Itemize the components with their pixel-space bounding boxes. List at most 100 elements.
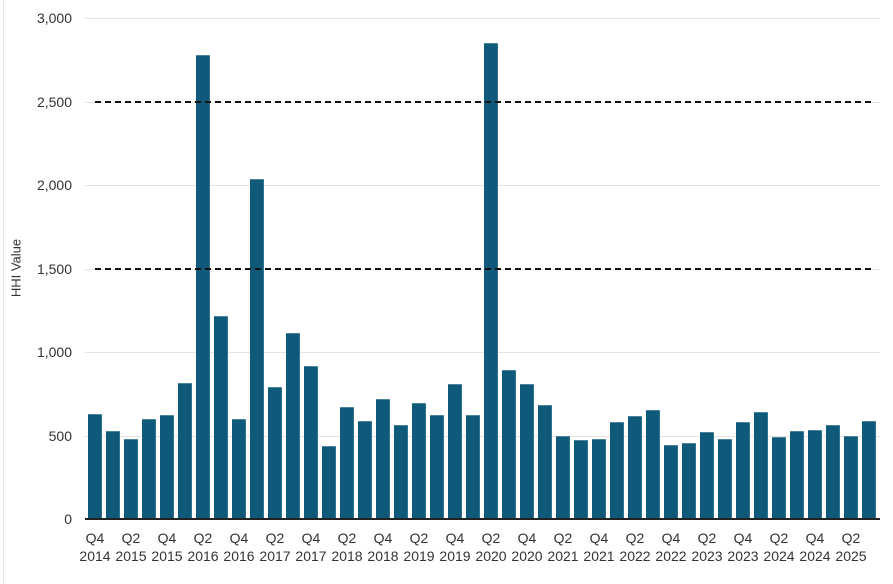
bar[interactable] [646, 410, 660, 519]
bar[interactable] [196, 54, 210, 519]
x-tick-quarter: Q2 [769, 530, 789, 546]
x-tick-label: Q4 2020 [507, 529, 547, 565]
x-tick-label: Q2 2024 [759, 529, 799, 565]
bar[interactable] [178, 382, 192, 519]
y-tick-label: 1,000 [36, 344, 72, 360]
gridline [85, 18, 880, 19]
x-tick-label: Q4 2015 [147, 529, 187, 565]
x-tick-label: Q2 2020 [471, 529, 511, 565]
x-tick-year: 2018 [331, 548, 363, 564]
bar[interactable] [574, 440, 588, 519]
x-tick-year: 2021 [547, 548, 579, 564]
x-tick-year: 2024 [799, 548, 831, 564]
bar[interactable] [124, 439, 138, 519]
x-tick-label: Q4 2024 [795, 529, 835, 565]
x-tick-quarter: Q4 [661, 530, 681, 546]
bar[interactable] [520, 383, 534, 519]
bar[interactable] [592, 438, 606, 519]
bar[interactable] [304, 365, 318, 519]
x-tick-year: 2015 [151, 548, 183, 564]
bar[interactable] [502, 369, 516, 519]
bar[interactable] [214, 316, 228, 519]
x-tick-label: Q4 2014 [75, 529, 115, 565]
x-tick-year: 2014 [79, 548, 111, 564]
x-tick-quarter: Q4 [445, 530, 465, 546]
bar[interactable] [376, 398, 390, 519]
bar[interactable] [844, 436, 858, 519]
bar[interactable] [358, 421, 372, 519]
x-tick-year: 2024 [763, 548, 795, 564]
x-tick-year: 2023 [727, 548, 759, 564]
bar[interactable] [322, 446, 336, 519]
bar[interactable] [610, 422, 624, 519]
x-tick-year: 2022 [619, 548, 651, 564]
bar[interactable] [88, 414, 102, 519]
y-tick-label: 2,500 [36, 93, 72, 110]
x-axis-line [85, 518, 880, 520]
bar[interactable] [268, 386, 282, 519]
x-tick-quarter: Q2 [193, 530, 213, 546]
x-tick-year: 2016 [187, 548, 219, 564]
x-tick-year: 2015 [115, 548, 147, 564]
x-tick-label: Q2 2025 [831, 529, 871, 565]
gridline [85, 185, 880, 186]
bar[interactable] [682, 442, 696, 519]
bar[interactable] [664, 444, 678, 519]
bar[interactable] [232, 419, 246, 519]
gridline [85, 352, 880, 353]
bar[interactable] [430, 415, 444, 519]
x-tick-label: Q4 2016 [219, 529, 259, 565]
x-tick-label: Q2 2019 [399, 529, 439, 565]
bar[interactable] [808, 430, 822, 519]
bar[interactable] [250, 178, 264, 519]
bar[interactable] [754, 412, 768, 519]
x-tick-quarter: Q2 [481, 530, 501, 546]
x-tick-year: 2017 [259, 548, 291, 564]
x-tick-quarter: Q4 [589, 530, 609, 546]
bar[interactable] [106, 431, 120, 519]
bar[interactable] [790, 431, 804, 519]
x-tick-quarter: Q2 [265, 530, 285, 546]
x-tick-label: Q4 2019 [435, 529, 475, 565]
x-tick-quarter: Q2 [841, 530, 861, 546]
x-tick-quarter: Q4 [733, 530, 753, 546]
x-tick-label: Q2 2017 [255, 529, 295, 565]
x-tick-quarter: Q4 [517, 530, 537, 546]
x-tick-quarter: Q2 [121, 530, 141, 546]
bar[interactable] [412, 402, 426, 519]
x-tick-quarter: Q4 [229, 530, 249, 546]
x-tick-year: 2020 [511, 548, 543, 564]
bar[interactable] [160, 415, 174, 519]
bar[interactable] [772, 436, 786, 519]
bar[interactable] [718, 438, 732, 519]
bar[interactable] [466, 415, 480, 519]
bar[interactable] [538, 405, 552, 519]
y-tick-label: 1,500 [36, 260, 72, 277]
bar[interactable] [484, 42, 498, 519]
x-tick-quarter: Q2 [337, 530, 357, 546]
bar[interactable] [862, 421, 876, 519]
bar[interactable] [340, 407, 354, 519]
x-tick-label: Q2 2022 [615, 529, 655, 565]
bar[interactable] [286, 332, 300, 519]
x-tick-label: Q4 2022 [651, 529, 691, 565]
bar[interactable] [736, 422, 750, 519]
x-tick-year: 2019 [403, 548, 435, 564]
chart-left-border [3, 0, 4, 584]
x-tick-quarter: Q4 [805, 530, 825, 546]
x-tick-quarter: Q2 [697, 530, 717, 546]
bar[interactable] [142, 419, 156, 519]
x-tick-quarter: Q4 [301, 530, 321, 546]
bar[interactable] [448, 383, 462, 519]
bar[interactable] [556, 435, 570, 519]
x-tick-year: 2018 [367, 548, 399, 564]
x-tick-quarter: Q4 [157, 530, 177, 546]
x-tick-year: 2017 [295, 548, 327, 564]
bar[interactable] [700, 432, 714, 519]
x-tick-quarter: Q4 [373, 530, 393, 546]
gridline [85, 436, 880, 437]
x-tick-label: Q2 2023 [687, 529, 727, 565]
bar[interactable] [394, 425, 408, 519]
bar[interactable] [826, 425, 840, 519]
bar[interactable] [628, 416, 642, 519]
